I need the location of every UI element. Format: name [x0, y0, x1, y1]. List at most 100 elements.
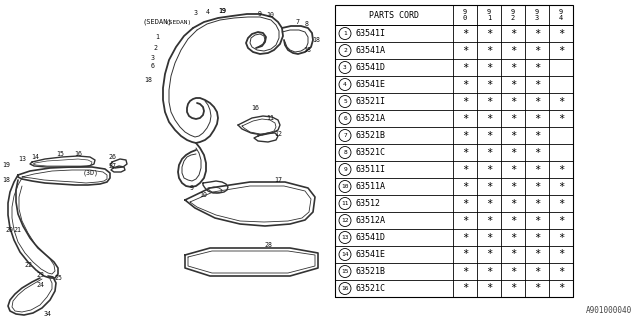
- Circle shape: [339, 249, 351, 260]
- Text: *: *: [486, 114, 492, 124]
- Text: 18: 18: [303, 47, 311, 53]
- Text: 10: 10: [341, 184, 349, 189]
- Text: *: *: [510, 164, 516, 174]
- Text: 14: 14: [341, 252, 349, 257]
- Text: 9
1: 9 1: [487, 9, 491, 21]
- Text: 1: 1: [155, 34, 159, 40]
- Text: 63521I: 63521I: [356, 97, 386, 106]
- Text: *: *: [558, 284, 564, 293]
- Text: 3: 3: [151, 55, 155, 61]
- Text: 10: 10: [199, 192, 207, 198]
- Text: *: *: [486, 181, 492, 191]
- Text: *: *: [558, 198, 564, 209]
- Text: 19: 19: [218, 8, 226, 14]
- Circle shape: [339, 28, 351, 39]
- Text: 63541I: 63541I: [356, 29, 386, 38]
- Text: 4: 4: [343, 82, 347, 87]
- Text: *: *: [486, 233, 492, 243]
- Text: *: *: [462, 62, 468, 73]
- Text: 3: 3: [343, 65, 347, 70]
- Text: (3D): (3D): [83, 170, 99, 176]
- Text: 16: 16: [251, 105, 259, 111]
- Text: *: *: [510, 131, 516, 140]
- Text: 21: 21: [13, 227, 21, 233]
- Circle shape: [339, 231, 351, 244]
- Text: *: *: [462, 267, 468, 276]
- Text: 63521B: 63521B: [356, 267, 386, 276]
- Text: 17: 17: [274, 177, 282, 183]
- Text: *: *: [486, 215, 492, 226]
- Text: (SEDAN): (SEDAN): [143, 19, 173, 25]
- Circle shape: [339, 61, 351, 74]
- Text: 9: 9: [190, 185, 194, 191]
- Text: *: *: [486, 284, 492, 293]
- Text: 9: 9: [258, 11, 262, 17]
- Circle shape: [339, 113, 351, 124]
- Text: *: *: [558, 267, 564, 276]
- Text: *: *: [462, 148, 468, 157]
- Text: 63521C: 63521C: [356, 284, 386, 293]
- Circle shape: [339, 283, 351, 294]
- Text: *: *: [510, 198, 516, 209]
- Text: 5: 5: [343, 99, 347, 104]
- Text: *: *: [462, 198, 468, 209]
- Text: *: *: [534, 181, 540, 191]
- Text: *: *: [486, 148, 492, 157]
- Text: *: *: [462, 79, 468, 90]
- Circle shape: [339, 130, 351, 141]
- Text: 63541E: 63541E: [356, 250, 386, 259]
- Text: *: *: [510, 62, 516, 73]
- Circle shape: [339, 164, 351, 175]
- Text: 9: 9: [343, 167, 347, 172]
- Text: *: *: [558, 181, 564, 191]
- Text: 24: 24: [36, 282, 44, 288]
- Text: *: *: [510, 45, 516, 55]
- Text: *: *: [510, 97, 516, 107]
- Text: (SEDAN): (SEDAN): [166, 20, 192, 25]
- Text: 63521A: 63521A: [356, 114, 386, 123]
- Text: 12: 12: [274, 131, 282, 137]
- Text: *: *: [486, 131, 492, 140]
- Text: *: *: [486, 164, 492, 174]
- Text: 3: 3: [194, 10, 198, 16]
- Text: 9
3: 9 3: [535, 9, 539, 21]
- Text: 8: 8: [305, 21, 309, 27]
- Text: *: *: [534, 79, 540, 90]
- Text: *: *: [486, 198, 492, 209]
- Circle shape: [339, 266, 351, 277]
- Text: *: *: [558, 97, 564, 107]
- Text: 23: 23: [36, 272, 44, 278]
- Text: 11: 11: [266, 115, 274, 121]
- Text: 19: 19: [2, 162, 10, 168]
- Text: *: *: [534, 62, 540, 73]
- Text: 19: 19: [218, 8, 226, 14]
- Text: 18: 18: [2, 177, 10, 183]
- Text: *: *: [558, 114, 564, 124]
- Text: 7: 7: [343, 133, 347, 138]
- Circle shape: [339, 147, 351, 158]
- Text: *: *: [486, 45, 492, 55]
- Text: 15: 15: [56, 151, 64, 157]
- Text: 9
2: 9 2: [511, 9, 515, 21]
- Text: *: *: [534, 97, 540, 107]
- Text: 63511A: 63511A: [356, 182, 386, 191]
- Text: *: *: [486, 79, 492, 90]
- Text: *: *: [534, 233, 540, 243]
- Text: *: *: [534, 45, 540, 55]
- Text: *: *: [534, 284, 540, 293]
- Text: 18: 18: [144, 77, 152, 83]
- Text: *: *: [534, 198, 540, 209]
- Text: 63541A: 63541A: [356, 46, 386, 55]
- Text: *: *: [558, 45, 564, 55]
- Text: *: *: [510, 267, 516, 276]
- Text: *: *: [462, 97, 468, 107]
- Text: 28: 28: [264, 242, 272, 248]
- Text: *: *: [462, 131, 468, 140]
- Text: 16: 16: [341, 286, 349, 291]
- Text: 11: 11: [341, 201, 349, 206]
- Text: 34: 34: [44, 311, 52, 317]
- Text: *: *: [510, 250, 516, 260]
- Text: *: *: [510, 233, 516, 243]
- Text: *: *: [510, 114, 516, 124]
- Text: *: *: [462, 233, 468, 243]
